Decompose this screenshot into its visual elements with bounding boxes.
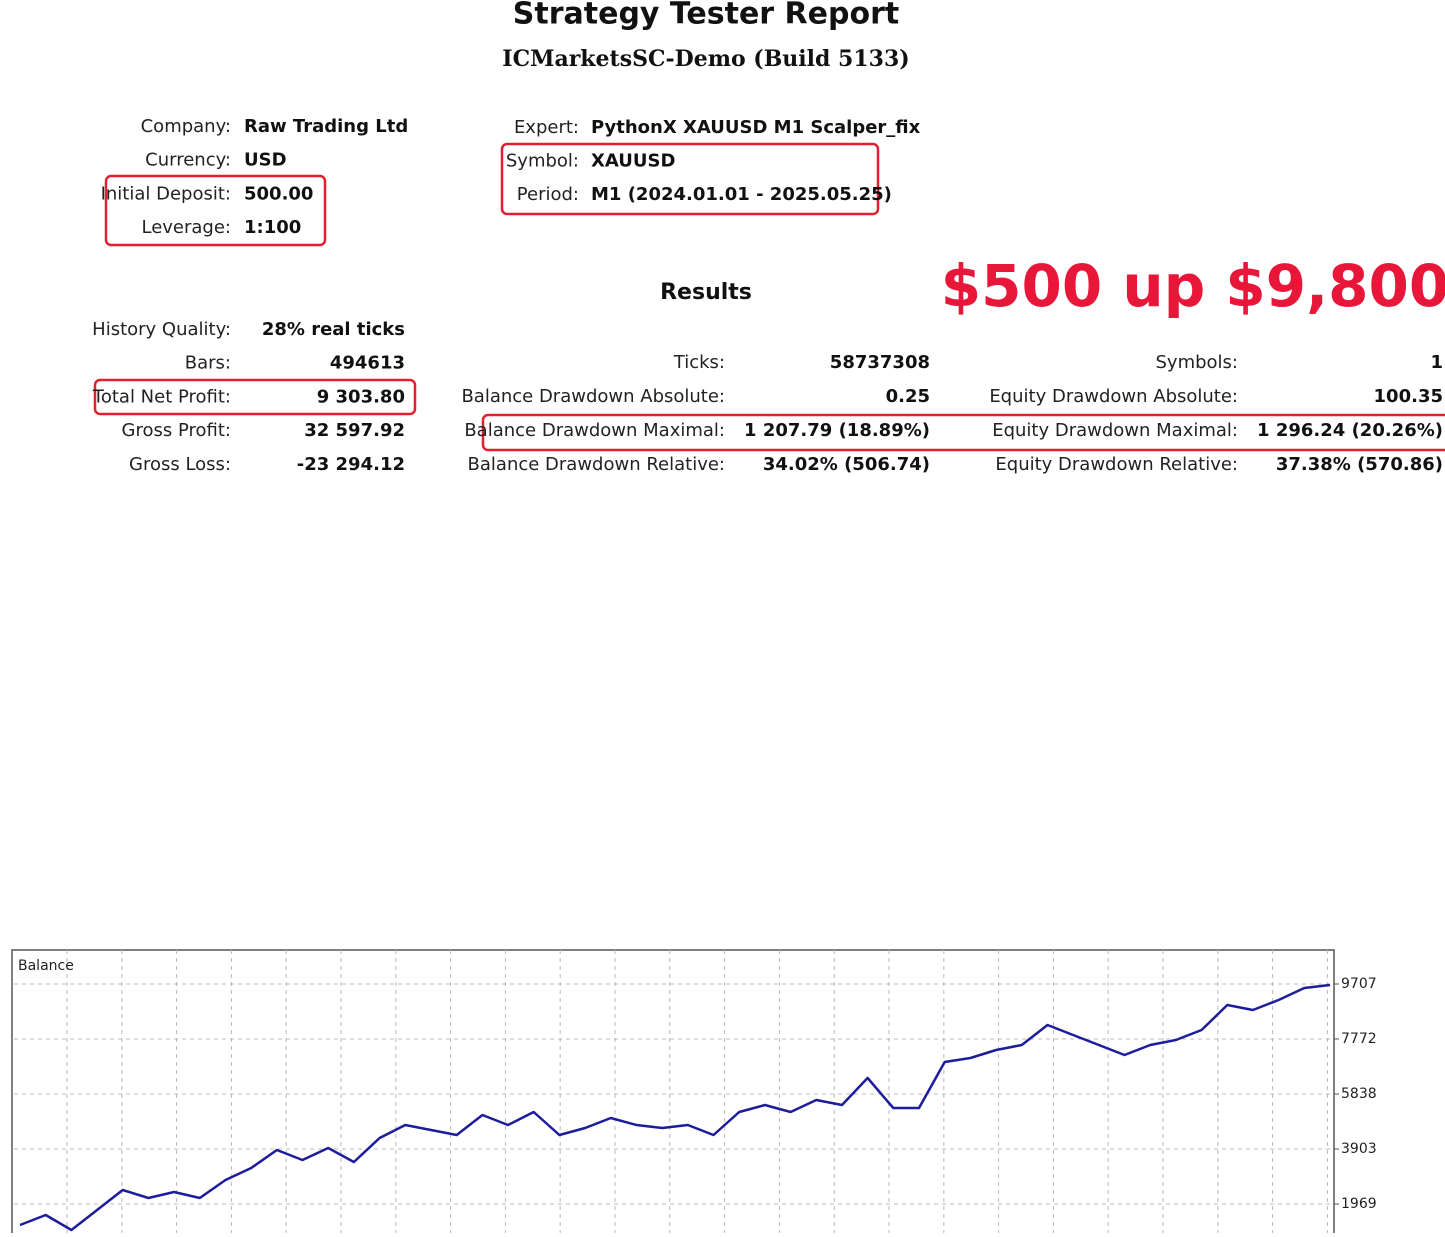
vertical-grid bbox=[66, 950, 1328, 1233]
field-label: Equity Drawdown Absolute: bbox=[989, 386, 1238, 407]
field-value: 100.35 bbox=[1374, 386, 1443, 407]
field-label: Initial Deposit: bbox=[101, 183, 231, 204]
field-value: XAUUSD bbox=[591, 151, 675, 172]
field-label: Period: bbox=[517, 184, 579, 205]
field-label: Symbol: bbox=[506, 151, 579, 172]
y-tick-label: 7772 bbox=[1341, 1031, 1377, 1047]
highlight-box bbox=[104, 174, 327, 247]
field-label: Expert: bbox=[514, 117, 579, 138]
field-value: 1 207.79 (18.89%) bbox=[744, 420, 930, 441]
field-value: USD bbox=[244, 150, 287, 171]
y-tick-label: 9707 bbox=[1341, 976, 1377, 992]
field-value: 1 296.24 (20.26%) bbox=[1257, 420, 1443, 441]
field-value: 32 597.92 bbox=[304, 420, 405, 441]
field-label: Bars: bbox=[185, 353, 231, 374]
field-value: M1 (2024.01.01 - 2025.05.25) bbox=[591, 184, 892, 205]
highlight-box bbox=[500, 142, 880, 216]
annotation: $500 up $9,800 bbox=[941, 252, 1445, 320]
field-value: 0.25 bbox=[886, 386, 930, 407]
field-label: Equity Drawdown Maximal: bbox=[992, 420, 1238, 441]
report-subtitle: ICMarketsSC-Demo (Build 5133) bbox=[502, 46, 909, 72]
field-label: Equity Drawdown Relative: bbox=[995, 454, 1238, 475]
balance-line bbox=[19, 983, 1331, 1232]
field-label: History Quality: bbox=[92, 319, 231, 340]
field-label: Gross Loss: bbox=[129, 454, 231, 475]
field-value: -23 294.12 bbox=[297, 454, 405, 475]
field-value: Raw Trading Ltd bbox=[244, 116, 408, 137]
field-label: Currency: bbox=[145, 150, 231, 171]
field-label: Company: bbox=[141, 116, 231, 137]
field-label: Leverage: bbox=[141, 217, 231, 238]
field-label: Balance Drawdown Maximal: bbox=[464, 420, 725, 441]
field-value: 9 303.80 bbox=[317, 386, 405, 407]
field-value: 28% real ticks bbox=[262, 319, 405, 340]
field-label: Balance Drawdown Absolute: bbox=[461, 386, 725, 407]
results-heading: Results bbox=[660, 280, 752, 305]
highlight-box bbox=[481, 413, 1445, 452]
field-value: 58737308 bbox=[830, 352, 930, 373]
field-label: Symbols: bbox=[1156, 352, 1239, 373]
field-value: 37.38% (570.86) bbox=[1276, 454, 1443, 475]
field-value: PythonX XAUUSD M1 Scalper_fix bbox=[591, 117, 921, 138]
highlight-box bbox=[93, 378, 417, 416]
report-title: Strategy Tester Report bbox=[513, 0, 899, 32]
field-label: Total Net Profit: bbox=[92, 386, 231, 407]
y-tick-label: 5838 bbox=[1341, 1086, 1377, 1102]
field-value: 500.00 bbox=[244, 183, 313, 204]
field-label: Balance Drawdown Relative: bbox=[468, 454, 725, 475]
field-value: 1:100 bbox=[244, 217, 301, 238]
field-label: Gross Profit: bbox=[122, 420, 231, 441]
y-tick-label: 1969 bbox=[1341, 1196, 1377, 1212]
field-label: Ticks: bbox=[673, 352, 725, 373]
chart-title: Balance bbox=[18, 958, 74, 974]
field-value: 494613 bbox=[330, 353, 405, 374]
y-tick-label: 3903 bbox=[1341, 1141, 1377, 1157]
field-value: 34.02% (506.74) bbox=[763, 454, 930, 475]
field-value: 1 bbox=[1430, 352, 1443, 373]
